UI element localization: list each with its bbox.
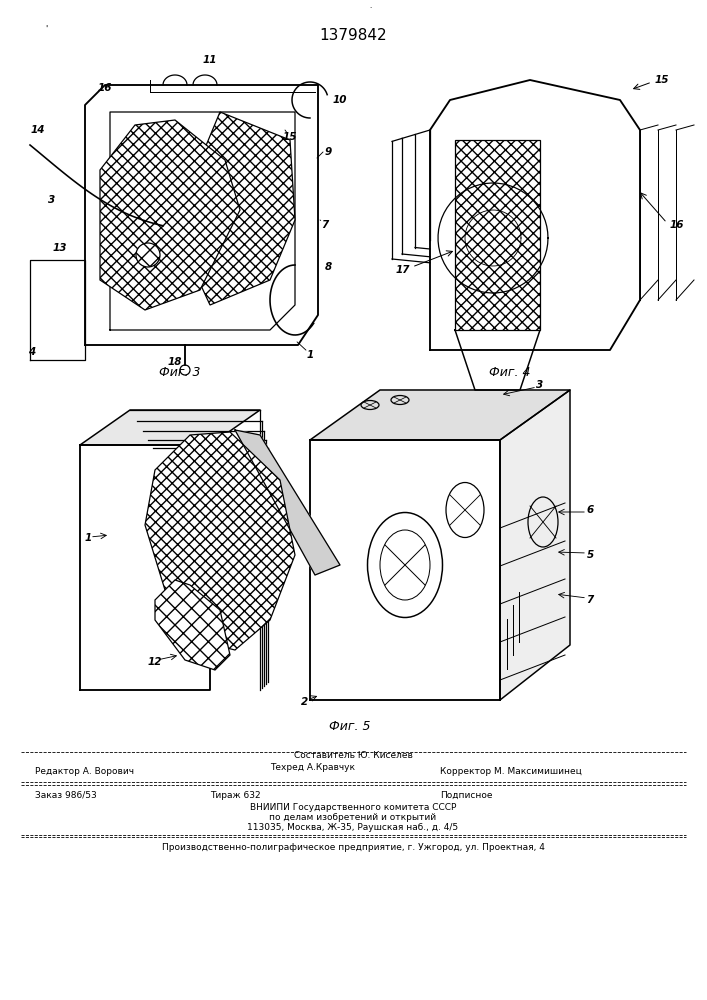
- Text: 1379842: 1379842: [319, 28, 387, 43]
- Polygon shape: [80, 410, 260, 445]
- Text: ВНИИПИ Государственного комитета СССР: ВНИИПИ Государственного комитета СССР: [250, 802, 456, 812]
- Polygon shape: [500, 390, 570, 700]
- Text: Корректор М. Максимишинец: Корректор М. Максимишинец: [440, 768, 582, 776]
- Text: Редактор А. Ворович: Редактор А. Ворович: [35, 768, 134, 776]
- Text: Подписное: Подписное: [440, 790, 493, 800]
- Text: 12: 12: [148, 657, 162, 667]
- Circle shape: [136, 243, 160, 267]
- Text: Производственно-полиграфическое предприятие, г. Ужгород, ул. Проектная, 4: Производственно-полиграфическое предприя…: [162, 842, 544, 852]
- Polygon shape: [310, 390, 570, 440]
- Text: 18: 18: [168, 357, 182, 367]
- Text: Техред А.Кравчук: Техред А.Кравчук: [270, 762, 355, 772]
- Text: 3: 3: [537, 380, 544, 390]
- Text: 113035, Москва, Ж-35, Раушская наб., д. 4/5: 113035, Москва, Ж-35, Раушская наб., д. …: [247, 822, 459, 832]
- Text: Фиг. 5: Фиг. 5: [329, 720, 370, 734]
- Text: 11: 11: [203, 55, 217, 65]
- Text: 10: 10: [333, 95, 347, 105]
- Text: 17: 17: [395, 265, 410, 275]
- Text: 9: 9: [325, 147, 332, 157]
- Bar: [455, 140, 540, 330]
- Polygon shape: [180, 112, 295, 305]
- Text: 15: 15: [283, 132, 297, 142]
- Polygon shape: [100, 120, 240, 310]
- Text: Заказ 986/53: Заказ 986/53: [35, 790, 97, 800]
- Polygon shape: [145, 432, 295, 650]
- Text: ': ': [45, 25, 47, 34]
- Text: 6: 6: [586, 505, 594, 515]
- Text: Составитель Ю. Киселев: Составитель Ю. Киселев: [293, 751, 412, 760]
- Text: 4: 4: [28, 347, 35, 357]
- Text: 16: 16: [98, 83, 112, 93]
- Text: по делам изобретений и открытий: по делам изобретений и открытий: [269, 812, 436, 822]
- Text: 2: 2: [301, 697, 309, 707]
- Text: 13: 13: [53, 243, 67, 253]
- Text: 1: 1: [84, 533, 92, 543]
- Text: 14: 14: [30, 125, 45, 135]
- Text: Фиг. 3: Фиг. 3: [159, 365, 201, 378]
- Text: 7: 7: [322, 220, 329, 230]
- Text: 3: 3: [48, 195, 56, 205]
- Polygon shape: [235, 430, 340, 575]
- Text: 1: 1: [306, 350, 314, 360]
- Text: 5: 5: [586, 550, 594, 560]
- Text: Фиг. 4: Фиг. 4: [489, 365, 531, 378]
- Text: 7: 7: [586, 595, 594, 605]
- Text: 8: 8: [325, 262, 332, 272]
- Text: Тираж 632: Тираж 632: [210, 790, 261, 800]
- Text: 15: 15: [655, 75, 670, 85]
- Text: ·: ·: [369, 5, 371, 11]
- Text: 16: 16: [670, 220, 684, 230]
- Polygon shape: [155, 580, 230, 670]
